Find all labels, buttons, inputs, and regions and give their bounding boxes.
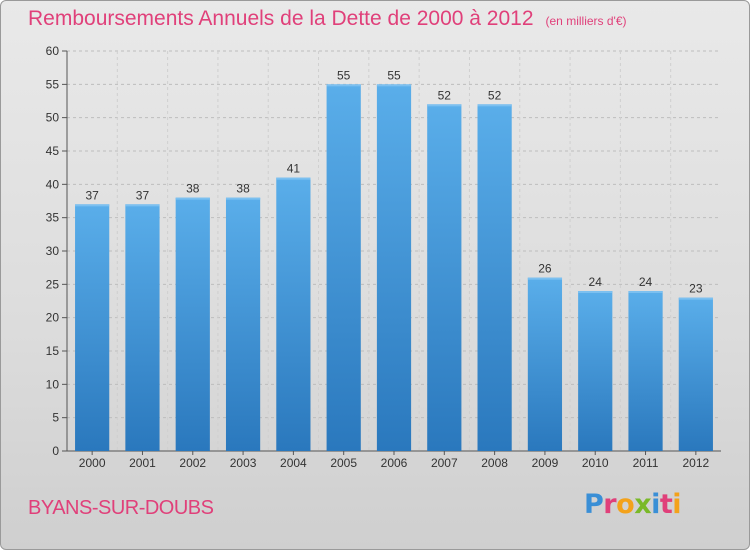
x-tick-label: 2009 (532, 456, 559, 470)
bar-value-label: 23 (689, 282, 703, 296)
y-tick-label: 5 (52, 411, 59, 425)
y-tick-label: 25 (46, 277, 60, 291)
labels: 0 5 10 15 20 25 30 35 40 45 50 55 60 37 2000 37 2001 38 20… (46, 44, 710, 470)
bar-highlight (175, 197, 210, 200)
bar (376, 84, 412, 451)
y-tick-label: 20 (46, 311, 60, 325)
bar-value-label: 41 (287, 162, 301, 176)
x-tick-label: 2007 (431, 456, 458, 470)
bar-highlight (527, 277, 563, 280)
bar-highlight (225, 197, 261, 200)
bar-highlight (477, 104, 512, 107)
y-tick-label: 55 (46, 77, 60, 91)
y-tick-label: 0 (52, 444, 59, 458)
bar (326, 84, 361, 451)
bar-value-label: 24 (639, 275, 653, 289)
bar-value-label: 52 (488, 88, 502, 102)
bar-highlight (628, 291, 663, 293)
bar-highlight (326, 84, 361, 87)
y-tick-label: 60 (46, 44, 60, 58)
bar (125, 204, 160, 451)
y-tick-label: 40 (46, 177, 60, 191)
logo-letter: i (672, 489, 682, 520)
y-tick-label: 50 (46, 111, 60, 125)
logo-letter: t (659, 489, 673, 520)
bar-highlight (125, 204, 160, 207)
bar-value-label: 38 (236, 182, 250, 196)
x-tick-label: 2012 (682, 456, 709, 470)
logo-letter: o (616, 489, 635, 520)
bars (75, 84, 713, 451)
bar (175, 197, 210, 451)
bar-value-label: 37 (136, 188, 150, 202)
logo-letter: P (584, 489, 604, 520)
bar-value-label: 55 (337, 68, 351, 82)
bar-highlight (578, 291, 613, 293)
bar (578, 291, 613, 451)
bar-highlight (376, 84, 412, 87)
logo-letter: x (634, 489, 652, 520)
bar-value-label: 38 (186, 182, 200, 196)
bar (427, 104, 462, 451)
bar-highlight (75, 204, 110, 207)
bar-value-label: 55 (387, 68, 401, 82)
bar (628, 291, 663, 451)
chart-subtitle: (en milliers d'€) (545, 14, 627, 28)
bar (225, 197, 261, 451)
logo-letter: r (603, 489, 617, 520)
bar-value-label: 24 (589, 275, 603, 289)
x-tick-label: 2000 (79, 456, 106, 470)
bar (527, 277, 563, 451)
city-name: BYANS-SUR-DOUBS (28, 497, 214, 519)
y-tick-label: 30 (46, 244, 60, 258)
x-tick-label: 2006 (381, 456, 408, 470)
bar (477, 104, 512, 451)
x-tick-label: 2010 (582, 456, 609, 470)
y-tick-label: 10 (46, 377, 60, 391)
x-tick-label: 2005 (330, 456, 357, 470)
bar (75, 204, 110, 451)
y-tick-label: 35 (46, 211, 60, 225)
x-tick-label: 2002 (179, 456, 206, 470)
y-tick-label: 45 (46, 144, 60, 158)
x-tick-label: 2008 (481, 456, 508, 470)
bar (276, 177, 311, 451)
proxiti-logo[interactable]: Proxiti (584, 489, 682, 520)
x-tick-label: 2003 (230, 456, 257, 470)
chart-title: Remboursements Annuels de la Dette de 20… (28, 7, 627, 30)
logo-letter: i (651, 489, 660, 520)
bar-highlight (276, 177, 311, 180)
bar-value-label: 52 (438, 88, 452, 102)
bar-highlight (678, 297, 713, 300)
y-tick-label: 15 (46, 344, 60, 358)
x-tick-label: 2011 (633, 456, 659, 470)
x-tick-label: 2004 (280, 456, 307, 470)
bar-highlight (427, 104, 462, 107)
bar-value-label: 26 (538, 262, 552, 276)
bar-value-label: 37 (85, 188, 99, 202)
bar (678, 297, 713, 451)
x-tick-label: 2001 (129, 456, 156, 470)
